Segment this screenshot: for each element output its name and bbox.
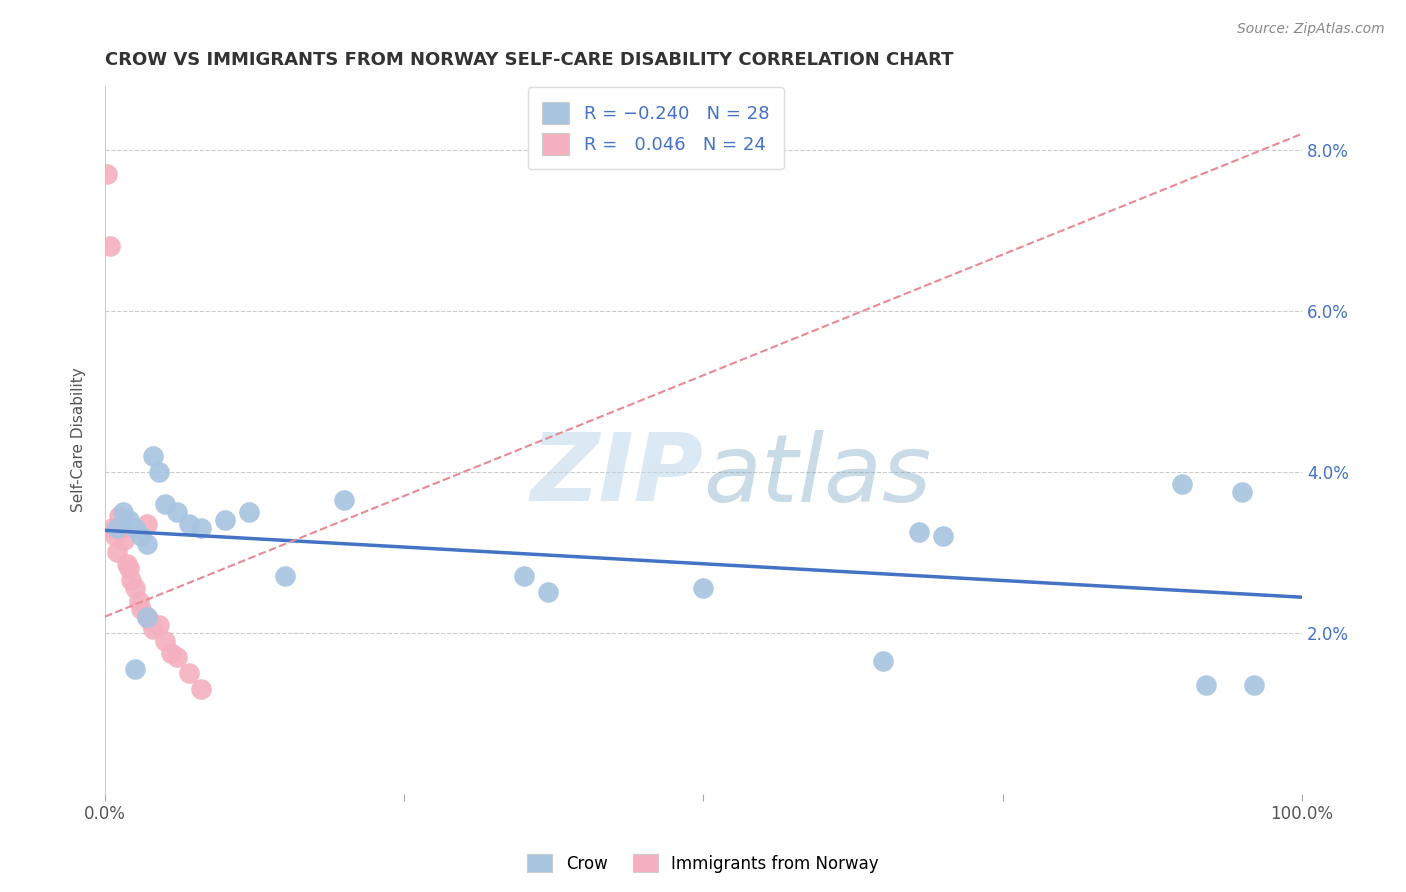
Point (190, 681, 212, 696)
Point (96, 167, 118, 181)
Point (101, 521, 124, 535)
Point (537, 585, 560, 599)
Point (153, 497, 176, 511)
Point (108, 509, 131, 524)
Point (112, 533, 135, 548)
Point (177, 665, 200, 680)
Y-axis label: Self-Care Disability: Self-Care Disability (72, 368, 86, 512)
Point (190, 521, 212, 535)
Point (120, 574, 142, 588)
Point (932, 529, 955, 543)
Point (128, 593, 150, 607)
Text: ZIP: ZIP (530, 429, 703, 521)
Point (908, 525, 931, 540)
Point (105, 521, 128, 535)
Text: CROW VS IMMIGRANTS FROM NORWAY SELF-CARE DISABILITY CORRELATION CHART: CROW VS IMMIGRANTS FROM NORWAY SELF-CARE… (105, 51, 953, 69)
Point (153, 633, 176, 648)
Point (139, 614, 162, 628)
Point (129, 601, 152, 615)
Point (166, 505, 188, 519)
Point (111, 505, 134, 519)
Legend: Crow, Immigrants from Norway: Crow, Immigrants from Norway (520, 847, 886, 880)
Point (333, 492, 356, 507)
Point (124, 521, 146, 535)
Point (177, 517, 200, 532)
Point (105, 545, 128, 559)
Point (1195, 678, 1218, 692)
Point (214, 513, 236, 527)
Text: Source: ZipAtlas.com: Source: ZipAtlas.com (1237, 22, 1385, 37)
Point (148, 617, 170, 632)
Point (148, 465, 170, 479)
Point (135, 609, 157, 624)
Point (103, 529, 125, 543)
Point (118, 561, 141, 575)
Text: atlas: atlas (703, 430, 932, 521)
Point (135, 609, 157, 624)
Point (142, 622, 165, 636)
Point (238, 505, 260, 519)
Legend: R = −0.240   N = 28, R =   0.046   N = 24: R = −0.240 N = 28, R = 0.046 N = 24 (527, 87, 783, 169)
Point (159, 646, 181, 660)
Point (1230, 484, 1253, 499)
Point (135, 517, 157, 532)
Point (692, 582, 714, 596)
Point (111, 521, 134, 535)
Point (129, 529, 152, 543)
Point (142, 449, 165, 463)
Point (124, 582, 146, 596)
Point (98, 239, 121, 253)
Point (135, 537, 157, 551)
Point (115, 558, 138, 572)
Point (124, 662, 146, 676)
Point (872, 654, 894, 668)
Point (513, 569, 536, 583)
Point (118, 513, 141, 527)
Point (1171, 476, 1194, 491)
Point (273, 569, 295, 583)
Point (166, 649, 188, 664)
Point (1243, 678, 1265, 692)
